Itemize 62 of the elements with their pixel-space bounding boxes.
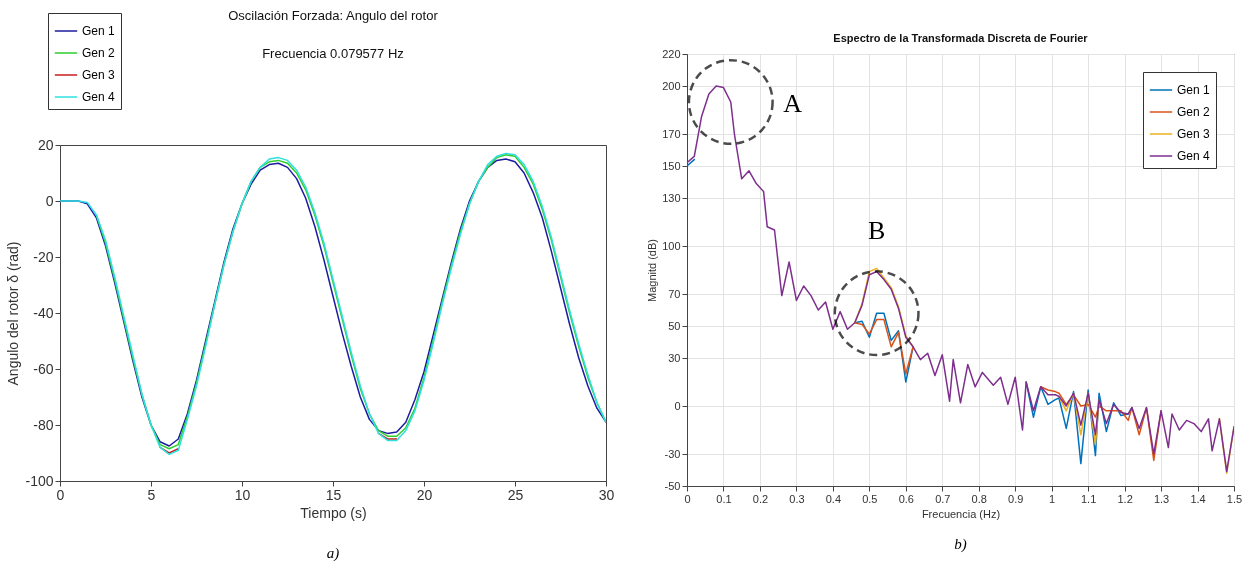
x-tick-label: 5 (147, 486, 156, 503)
x-tick-label: 10 (234, 486, 251, 503)
y-tick-label: 0 (45, 192, 54, 209)
legend-label: Gen 2 (1177, 105, 1211, 119)
x-tick-label: 0 (684, 492, 691, 505)
y-tick-label: 150 (662, 159, 681, 172)
x-tick-label: 0.1 (716, 492, 732, 505)
y-tick-label: 50 (668, 319, 681, 332)
chart-subtitle: Frecuencia 0.079577 Hz (262, 46, 404, 61)
annotation: A (783, 89, 803, 118)
chart-title: Espectro de la Transformada Discreta de Fourier (833, 32, 1089, 44)
legend-label: Gen 1 (1177, 83, 1211, 97)
x-axis-title: Frecuencia (Hz) (921, 507, 1001, 520)
x-tick-label: 0.3 (789, 492, 805, 505)
x-tick-label: 1.3 (1153, 492, 1170, 505)
x-tick-label: 0 (56, 486, 65, 503)
chart-title: Oscilación Forzada: Angulo del rotor (228, 8, 439, 23)
y-tick-label: 100 (662, 239, 681, 252)
x-tick-label: 0.6 (898, 492, 914, 505)
y-tick-label: 220 (662, 47, 681, 60)
y-tick-label: 200 (662, 79, 681, 92)
x-tick-label: 0.5 (862, 492, 878, 505)
text: a) (326, 545, 340, 562)
y-tick-label: -50 (664, 479, 681, 492)
x-tick-label: 20 (416, 486, 433, 503)
legend-label: Gen 2 (82, 46, 116, 60)
y-tick-label: 20 (37, 136, 54, 153)
y-tick-label: 130 (662, 191, 681, 204)
x-tick-label: 0.9 (1008, 492, 1024, 505)
x-tick-label: 1.2 (1117, 492, 1133, 505)
x-tick-label: 0.8 (971, 492, 987, 505)
legend-label: Gen 3 (82, 68, 116, 82)
y-tick-label: -30 (664, 447, 681, 460)
y-tick-label: -40 (33, 304, 54, 321)
x-tick-label: 25 (507, 486, 524, 503)
y-tick-label: -80 (33, 416, 54, 433)
legend-label: Gen 1 (82, 24, 116, 38)
x-tick-label: 1.1 (1080, 492, 1097, 505)
legend-label: Gen 4 (1177, 149, 1211, 163)
x-axis-title: Tiempo (s) (300, 504, 367, 521)
legend-label: Gen 3 (1177, 127, 1211, 141)
x-tick-label: 15 (325, 486, 342, 503)
x-tick-label: 0.4 (825, 492, 842, 505)
legend-label: Gen 4 (82, 90, 116, 104)
x-tick-label: 1.5 (1226, 492, 1243, 505)
y-axis-title: Angulo del rotor δ (rad) (5, 241, 22, 386)
y-tick-label: -60 (33, 360, 54, 377)
y-tick-label: 30 (668, 351, 681, 364)
y-tick-label: 0 (674, 399, 681, 412)
text: b) (954, 536, 967, 553)
x-tick-label: 0.2 (752, 492, 769, 505)
x-tick-label: 0.7 (935, 492, 951, 505)
y-axis-title: Magnitd (dB) (646, 239, 659, 302)
y-tick-label: -100 (25, 472, 54, 489)
line-series (687, 85, 1234, 473)
y-tick-label: 70 (668, 287, 681, 300)
x-tick-label: 30 (598, 486, 615, 503)
y-tick-label: -20 (33, 248, 54, 265)
annotation: B (867, 216, 886, 246)
x-tick-label: 1.4 (1190, 492, 1206, 505)
y-tick-label: 170 (662, 127, 681, 140)
x-tick-label: 1 (1049, 492, 1056, 505)
